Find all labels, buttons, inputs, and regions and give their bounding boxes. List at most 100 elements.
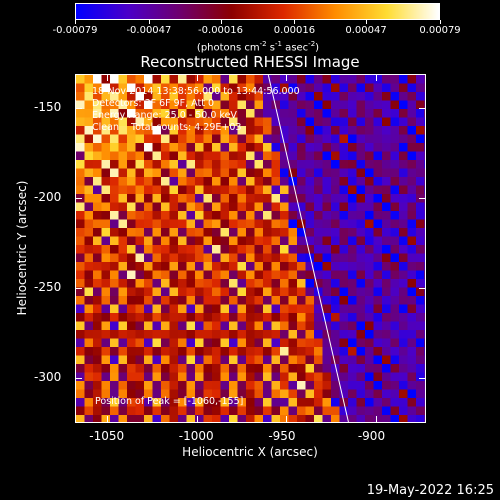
heatmap-cell xyxy=(101,194,111,204)
heatmap-cell xyxy=(399,160,409,170)
colorbar-swatch xyxy=(235,4,237,19)
heatmap-cell xyxy=(331,330,341,340)
heatmap-cell xyxy=(424,381,425,391)
heatmap-cell xyxy=(237,75,247,85)
heatmap-cell xyxy=(254,262,264,272)
x-tick-label: -1000 xyxy=(178,429,214,443)
heatmap-cell xyxy=(110,296,120,306)
heatmap-cell xyxy=(135,219,145,229)
heatmap-cell xyxy=(288,100,298,110)
heatmap-cell xyxy=(237,279,247,289)
heatmap-cell xyxy=(348,296,358,306)
colorbar-swatch xyxy=(188,4,190,19)
heatmap-cell xyxy=(297,364,307,374)
heatmap-cell xyxy=(365,228,375,238)
heatmap-cell xyxy=(195,126,205,136)
heatmap-cell xyxy=(144,406,154,416)
heatmap-cell xyxy=(356,151,366,161)
heatmap-cell xyxy=(280,347,290,357)
heatmap-cell xyxy=(237,177,247,187)
colorbar-swatch xyxy=(77,4,79,19)
heatmap-cell xyxy=(263,313,273,323)
heatmap-cell xyxy=(348,364,358,374)
heatmap-cell xyxy=(186,143,196,153)
colorbar-swatch xyxy=(111,4,113,19)
heatmap-cell xyxy=(416,406,425,416)
colorbar-swatch xyxy=(147,4,149,19)
colorbar-swatch xyxy=(287,4,289,19)
heatmap-cell xyxy=(263,330,273,340)
image-plot-area[interactable] xyxy=(75,74,426,423)
heatmap-cell xyxy=(76,177,86,187)
heatmap-cell xyxy=(203,253,213,263)
heatmap-cell xyxy=(399,92,409,102)
colorbar-swatch xyxy=(416,4,418,19)
heatmap-cell xyxy=(237,330,247,340)
heatmap-cell xyxy=(314,100,324,110)
heatmap-cell xyxy=(76,262,86,272)
heatmap-cell xyxy=(93,100,103,110)
colorbar-swatch xyxy=(399,4,401,19)
colorbar-swatch xyxy=(213,4,215,19)
heatmap-cell xyxy=(382,321,392,331)
heatmap-cell xyxy=(220,228,230,238)
heatmap-cell xyxy=(373,415,383,422)
heatmap-cell xyxy=(169,372,179,382)
heatmap-cell xyxy=(348,245,358,255)
colorbar-swatch xyxy=(378,4,380,19)
heatmap-cell xyxy=(305,381,315,391)
heatmap-cell xyxy=(110,75,120,85)
heatmap-cell xyxy=(390,151,400,161)
heatmap-cell xyxy=(288,211,298,221)
heatmap-cell xyxy=(348,389,358,399)
colorbar-tick-mark xyxy=(440,20,441,24)
heatmap-cell xyxy=(118,330,128,340)
heatmap-cell xyxy=(305,415,315,422)
heatmap-cell xyxy=(399,236,409,246)
y-tick-label: -250 xyxy=(34,280,62,295)
heatmap-cell xyxy=(390,364,400,374)
x-tick-label: -1050 xyxy=(89,429,125,443)
heatmap-cell xyxy=(161,338,171,348)
heatmap-cell xyxy=(246,321,256,331)
heatmap-cell xyxy=(390,279,400,289)
heatmap-cell xyxy=(212,381,222,391)
heatmap-cell xyxy=(322,211,332,221)
heatmap-cell xyxy=(416,330,425,340)
heatmap-cell xyxy=(135,406,145,416)
colorbar-swatch xyxy=(293,4,295,19)
colorbar-swatch xyxy=(180,4,182,19)
heatmap-cell xyxy=(339,100,349,110)
heatmap-cell xyxy=(135,270,145,280)
heatmap-cell xyxy=(339,92,349,102)
heatmap-cell xyxy=(288,338,298,348)
colorbar-swatch xyxy=(333,4,335,19)
colorbar-swatch xyxy=(414,4,416,19)
heatmap-cell xyxy=(348,211,358,221)
heatmap-cell xyxy=(212,304,222,314)
heatmap-cell xyxy=(169,415,179,422)
heatmap-cell xyxy=(314,202,324,212)
colorbar-swatch xyxy=(288,4,290,19)
colorbar-swatch xyxy=(357,4,359,19)
heatmap-cell xyxy=(322,415,332,422)
heatmap-cell xyxy=(331,228,341,238)
colorbar-swatch xyxy=(108,4,110,19)
heatmap-cell xyxy=(263,287,273,297)
timestamp: 19-May-2022 16:25 xyxy=(366,483,494,498)
heatmap-cell xyxy=(144,364,154,374)
heatmap-cell xyxy=(348,338,358,348)
heatmap-cell xyxy=(178,194,188,204)
colorbar-swatch xyxy=(279,4,281,19)
heatmap-cell xyxy=(331,364,341,374)
plot-title: Reconstructed RHESSI Image xyxy=(140,53,360,71)
heatmap-cell xyxy=(76,364,86,374)
heatmap-cell xyxy=(297,304,307,314)
x-tick-mark xyxy=(107,74,109,81)
heatmap-cell xyxy=(246,253,256,263)
heatmap-cell xyxy=(322,279,332,289)
colorbar-swatch xyxy=(282,4,284,19)
heatmap-cell xyxy=(203,211,213,221)
heatmap-cell xyxy=(305,228,315,238)
heatmap-cell xyxy=(365,372,375,382)
